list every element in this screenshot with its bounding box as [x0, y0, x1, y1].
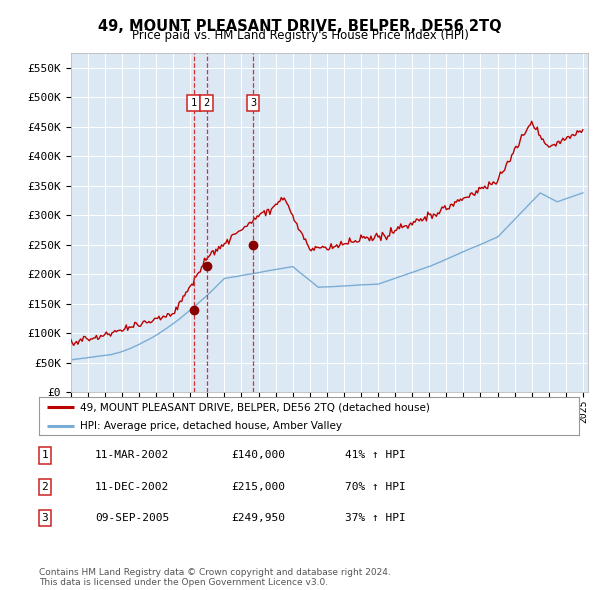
Text: 41% ↑ HPI: 41% ↑ HPI — [345, 451, 406, 460]
Text: £215,000: £215,000 — [231, 482, 285, 491]
Text: 49, MOUNT PLEASANT DRIVE, BELPER, DE56 2TQ (detached house): 49, MOUNT PLEASANT DRIVE, BELPER, DE56 2… — [79, 402, 430, 412]
Text: 3: 3 — [41, 513, 49, 523]
Text: 1: 1 — [41, 451, 49, 460]
Text: 49, MOUNT PLEASANT DRIVE, BELPER, DE56 2TQ: 49, MOUNT PLEASANT DRIVE, BELPER, DE56 2… — [98, 19, 502, 34]
Text: 11-MAR-2002: 11-MAR-2002 — [95, 451, 169, 460]
Text: 11-DEC-2002: 11-DEC-2002 — [95, 482, 169, 491]
Text: 3: 3 — [250, 99, 256, 108]
Text: Contains HM Land Registry data © Crown copyright and database right 2024.
This d: Contains HM Land Registry data © Crown c… — [39, 568, 391, 587]
Text: Price paid vs. HM Land Registry's House Price Index (HPI): Price paid vs. HM Land Registry's House … — [131, 30, 469, 42]
Text: 09-SEP-2005: 09-SEP-2005 — [95, 513, 169, 523]
Text: HPI: Average price, detached house, Amber Valley: HPI: Average price, detached house, Ambe… — [79, 421, 341, 431]
Text: 70% ↑ HPI: 70% ↑ HPI — [345, 482, 406, 491]
Text: 1: 1 — [190, 99, 197, 108]
Text: £140,000: £140,000 — [231, 451, 285, 460]
Text: £249,950: £249,950 — [231, 513, 285, 523]
Text: 37% ↑ HPI: 37% ↑ HPI — [345, 513, 406, 523]
Text: 2: 2 — [203, 99, 209, 108]
Text: 2: 2 — [41, 482, 49, 491]
